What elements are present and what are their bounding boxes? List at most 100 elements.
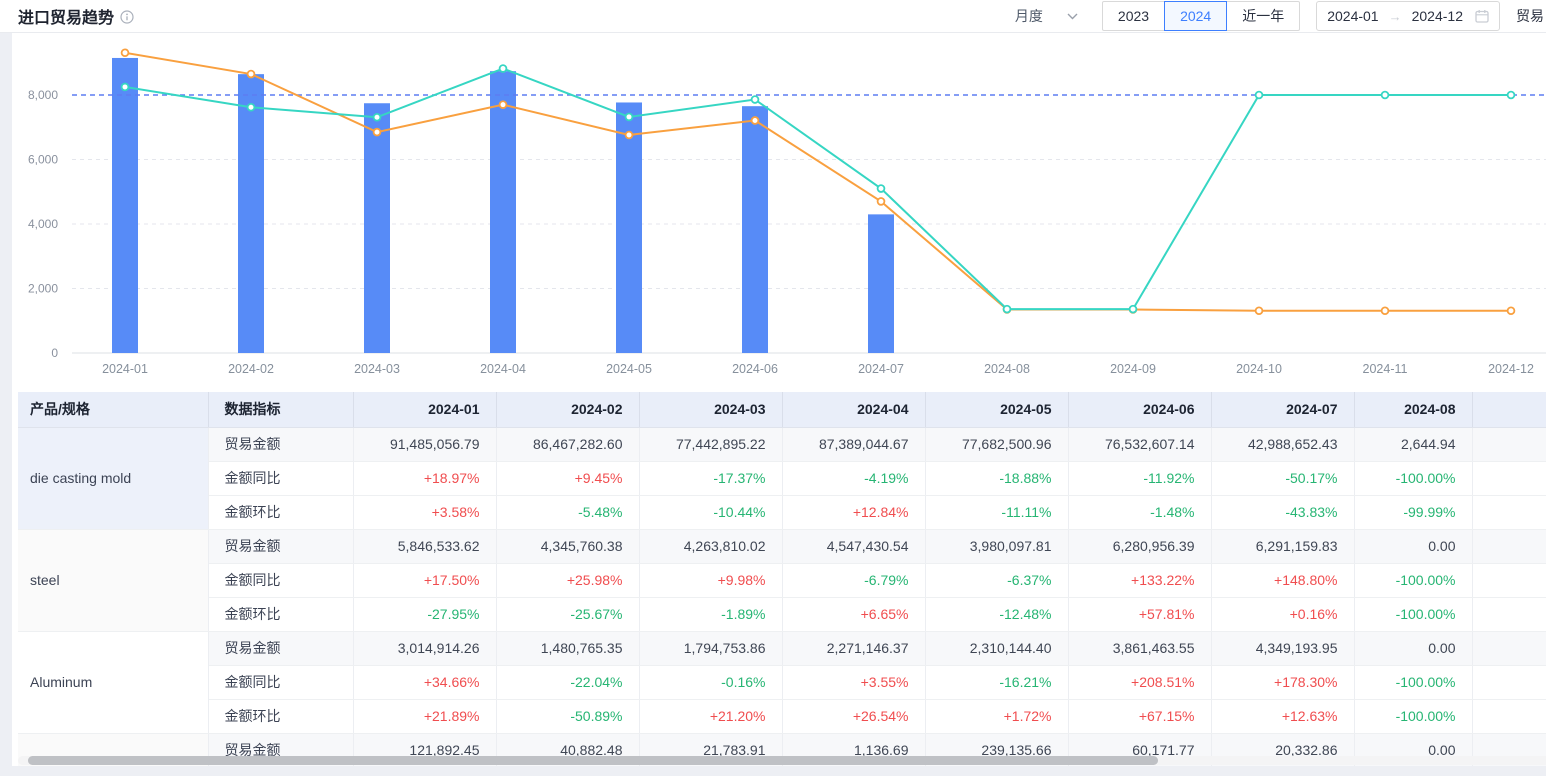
- table-row[interactable]: 金额同比 +17.50% +25.98% +9.98% -6.79% -6.37% +133…: [18, 563, 1546, 598]
- svg-text:2024-01: 2024-01: [102, 362, 148, 376]
- table-row[interactable]: 金额同比 +18.97% +9.45% -17.37% -4.19% -18.88% -11…: [18, 461, 1546, 496]
- metric-cell: 金额环比: [208, 495, 354, 530]
- value-cell: +9.45%: [496, 461, 640, 496]
- value-cell: -6.79%: [782, 563, 926, 598]
- value-cell: +9.98%: [639, 563, 783, 598]
- value-cell: 0.00: [1354, 631, 1473, 666]
- year-button-2024[interactable]: 2024: [1164, 1, 1228, 31]
- filler-cell: [1472, 665, 1546, 700]
- arrow-right-icon: →: [1388, 8, 1402, 24]
- value-cell: -5.48%: [496, 495, 640, 530]
- table-row[interactable]: steel 贸易金额 5,846,533.62 4,345,760.38 4,263,8…: [18, 529, 1546, 632]
- year-button-2023[interactable]: 2023: [1101, 1, 1166, 31]
- svg-text:2024-08: 2024-08: [984, 362, 1030, 376]
- year-button-近一年[interactable]: 近一年: [1226, 1, 1301, 31]
- table-row[interactable]: 金额环比 +21.89% -50.89% +21.20% +26.54% +1.72% +6…: [18, 699, 1546, 734]
- trade-type-label[interactable]: 贸易: [1516, 8, 1544, 24]
- svg-text:4,000: 4,000: [28, 217, 58, 231]
- value-cell: +0.16%: [1211, 597, 1355, 632]
- metric-cell: 金额同比: [208, 563, 354, 598]
- value-cell: -16.21%: [925, 665, 1069, 700]
- chevron-down-icon: [1067, 13, 1078, 20]
- column-header-filler: [1472, 392, 1546, 428]
- value-cell: 2,271,146.37: [782, 631, 926, 666]
- value-cell: 3,861,463.55: [1068, 631, 1212, 666]
- column-header-metric: 数据指标: [208, 392, 354, 428]
- column-header-month: 2024-03: [639, 392, 783, 428]
- column-header-month: 2024-04: [782, 392, 926, 428]
- page-header: 进口贸易趋势 月度 2023 2024 近一年 2024-01 → 2024-12: [0, 0, 1546, 33]
- value-cell: 2,310,144.40: [925, 631, 1069, 666]
- filler-cell: [1472, 529, 1546, 564]
- metric-cell: 金额同比: [208, 665, 354, 700]
- value-cell: +21.89%: [353, 699, 497, 734]
- value-cell: +17.50%: [353, 563, 497, 598]
- svg-text:0: 0: [51, 346, 58, 360]
- horizontal-scrollbar-track[interactable]: [18, 756, 1546, 765]
- product-cell: Aluminum: [18, 631, 209, 734]
- value-cell: +12.63%: [1211, 699, 1355, 734]
- toolbar: 月度 2023 2024 近一年 2024-01 → 2024-12 贸易: [1005, 0, 1546, 33]
- filler-cell: [1472, 631, 1546, 666]
- metric-cell: 金额环比: [208, 699, 354, 734]
- table-row[interactable]: 金额环比 +3.58% -5.48% -10.44% +12.84% -11.11% -1.…: [18, 495, 1546, 530]
- value-cell: -99.99%: [1354, 495, 1473, 530]
- svg-text:2024-11: 2024-11: [1363, 362, 1408, 376]
- value-cell: -10.44%: [639, 495, 783, 530]
- date-range-end[interactable]: 2024-12: [1411, 8, 1463, 24]
- table-row[interactable]: die casting mold 贸易金额 91,485,056.79 86,467,…: [18, 427, 1546, 530]
- value-cell: +3.55%: [782, 665, 926, 700]
- value-cell: -100.00%: [1354, 597, 1473, 632]
- value-cell: -100.00%: [1354, 563, 1473, 598]
- date-range-start[interactable]: 2024-01: [1327, 8, 1379, 24]
- filler-cell: [1472, 699, 1546, 734]
- date-range-picker[interactable]: 2024-01 → 2024-12: [1316, 1, 1500, 31]
- value-cell: +148.80%: [1211, 563, 1355, 598]
- value-cell: 4,263,810.02: [639, 529, 783, 564]
- svg-text:2,000: 2,000: [28, 282, 58, 296]
- value-cell: 3,980,097.81: [925, 529, 1069, 564]
- value-cell: -11.11%: [925, 495, 1069, 530]
- table-row[interactable]: Aluminum 贸易金额 3,014,914.26 1,480,765.35 1,79…: [18, 631, 1546, 734]
- page-title: 进口贸易趋势: [18, 10, 115, 27]
- value-cell: 42,988,652.43: [1211, 427, 1355, 462]
- value-cell: 1,794,753.86: [639, 631, 783, 666]
- table-row[interactable]: 金额环比 -27.95% -25.67% -1.89% +6.65% -12.48% +57…: [18, 597, 1546, 632]
- metric-cell: 贸易金额: [208, 529, 354, 564]
- frequency-select[interactable]: 月度: [1005, 6, 1088, 26]
- value-cell: -43.83%: [1211, 495, 1355, 530]
- value-cell: +3.58%: [353, 495, 497, 530]
- value-cell: -100.00%: [1354, 461, 1473, 496]
- value-cell: -100.00%: [1354, 699, 1473, 734]
- value-cell: +6.65%: [782, 597, 926, 632]
- column-header-month: 2024-02: [496, 392, 640, 428]
- value-cell: +12.84%: [782, 495, 926, 530]
- value-cell: 4,547,430.54: [782, 529, 926, 564]
- table-row[interactable]: 金额同比 +34.66% -22.04% -0.16% +3.55% -16.21% +20…: [18, 665, 1546, 700]
- horizontal-scrollbar-thumb[interactable]: [28, 756, 1158, 765]
- column-header-product: 产品/规格: [18, 392, 209, 428]
- calendar-icon: [1475, 9, 1489, 23]
- column-header-month: 2024-01: [353, 392, 497, 428]
- value-cell: 1,480,765.35: [496, 631, 640, 666]
- table-header-row: 产品/规格 数据指标 2024-01 2024-02 2024-03 2024-04 202…: [18, 392, 1546, 428]
- value-cell: 4,345,760.38: [496, 529, 640, 564]
- value-cell: 5,846,533.62: [353, 529, 497, 564]
- value-cell: 0.00: [1354, 529, 1473, 564]
- value-cell: -100.00%: [1354, 665, 1473, 700]
- svg-text:2024-06: 2024-06: [732, 362, 778, 376]
- info-icon[interactable]: [120, 10, 134, 24]
- value-cell: -25.67%: [496, 597, 640, 632]
- value-cell: +34.66%: [353, 665, 497, 700]
- value-cell: +26.54%: [782, 699, 926, 734]
- svg-text:2024-09: 2024-09: [1110, 362, 1156, 376]
- value-cell: 6,291,159.83: [1211, 529, 1355, 564]
- product-cell: die casting mold: [18, 427, 209, 530]
- value-cell: 76,532,607.14: [1068, 427, 1212, 462]
- year-button-group: 2023 2024 近一年: [1101, 1, 1301, 31]
- value-cell: -0.16%: [639, 665, 783, 700]
- value-cell: 91,485,056.79: [353, 427, 497, 462]
- trend-chart[interactable]: 0 2,000 4,000 6,000 8,000 2024-01 2024-02 2024-…: [12, 37, 1546, 389]
- svg-text:2024-04: 2024-04: [480, 362, 526, 376]
- value-cell: 3,014,914.26: [353, 631, 497, 666]
